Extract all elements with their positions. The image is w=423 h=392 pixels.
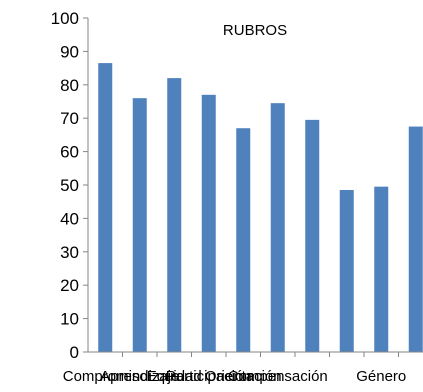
x-tick-label: Compensación: [228, 368, 328, 385]
bar: [408, 126, 423, 352]
bar: [270, 103, 285, 352]
bar: [201, 94, 216, 352]
y-tick-label: 70: [60, 109, 79, 128]
y-tick-label: 80: [60, 76, 79, 95]
y-tick-label: 30: [60, 243, 79, 262]
y-tick-label: 50: [60, 176, 79, 195]
chart-title: RUBROS: [223, 22, 287, 39]
x-tick-label: Género: [356, 368, 406, 385]
x-tick-label: Participación: [166, 368, 252, 385]
bar: [339, 190, 354, 352]
y-tick-label: 60: [60, 143, 79, 162]
x-tick-label: Aprendizaje: [100, 368, 179, 385]
y-tick-label: 90: [60, 42, 79, 61]
x-tick-label: Equidad: [147, 368, 202, 385]
y-tick-label: 20: [60, 276, 79, 295]
bar: [305, 119, 320, 353]
bars: [98, 63, 423, 353]
x-tick-label: Compromiso: [63, 368, 148, 385]
y-tick-label: 100: [51, 9, 79, 28]
bar: [374, 186, 389, 352]
x-tick-label: Orientación: [205, 368, 282, 385]
y-axis: 0 10 20 30 40 50 60 70 80 90 100: [51, 9, 89, 362]
y-tick-label: 10: [60, 310, 79, 329]
x-axis: CompromisoAprendizajeEquidadParticipació…: [63, 351, 423, 385]
bar: [132, 98, 147, 352]
y-tick-label: 0: [70, 343, 79, 362]
bar: [167, 78, 182, 353]
bar: [236, 128, 251, 352]
bar: [98, 63, 113, 353]
y-tick-label: 40: [60, 209, 79, 228]
